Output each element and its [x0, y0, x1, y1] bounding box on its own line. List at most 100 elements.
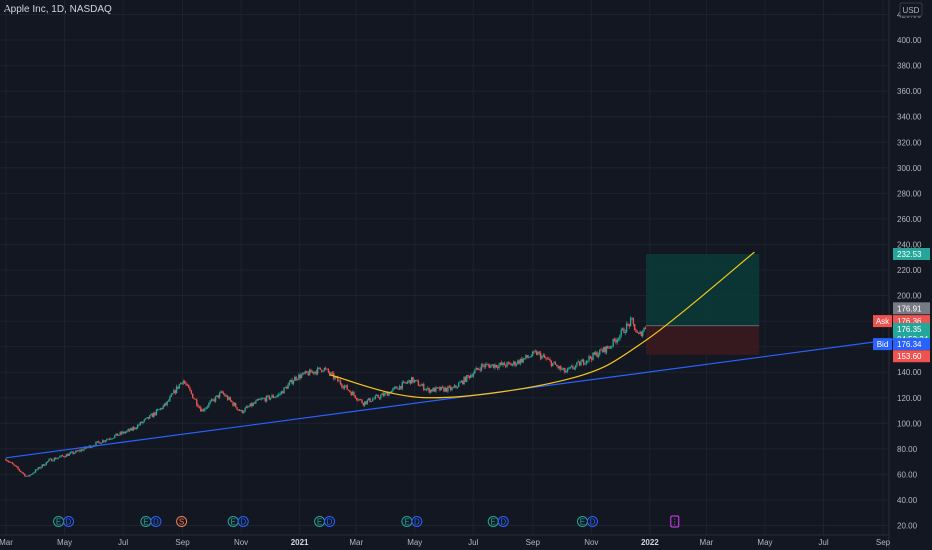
candle-body [162, 405, 164, 409]
candle-body [633, 323, 636, 331]
candle-body [115, 433, 117, 436]
candle-body [416, 380, 418, 382]
event-marker-d[interactable]: D [411, 516, 423, 527]
y-tick-label: 100.00 [897, 419, 922, 428]
candle-body [372, 399, 374, 402]
candle-body [505, 365, 507, 367]
candle-body [65, 454, 68, 457]
candle-body [406, 381, 409, 384]
candle-body [196, 399, 198, 406]
price-tag-4: Bid 176.34 [873, 338, 930, 351]
candle-body [187, 384, 190, 388]
y-tick-label: 120.00 [897, 394, 922, 403]
candle-body [561, 369, 563, 370]
x-tick-label: Sep [175, 538, 190, 547]
event-marker-d[interactable]: D [63, 516, 75, 527]
price-scale: 20.0040.0060.0080.00100.00120.00140.0016… [897, 11, 922, 531]
candle-body [300, 374, 303, 378]
candle-body [235, 403, 237, 408]
candle-body [249, 403, 252, 407]
candle-body [560, 366, 562, 370]
candle-body [119, 432, 121, 435]
candle-body [346, 385, 348, 390]
candle-body [421, 384, 424, 386]
event-marker-s[interactable]: S [176, 516, 188, 527]
candle-body [310, 369, 312, 373]
candle-body [496, 367, 499, 368]
candle-body [363, 401, 366, 406]
candle-body [243, 411, 245, 413]
event-marker-label: D [240, 518, 246, 527]
candle-body [33, 472, 35, 474]
candle-body [572, 366, 574, 369]
candle-body [60, 455, 62, 457]
candle-body [404, 381, 406, 383]
currency-badge[interactable]: USD [899, 2, 923, 17]
candle-body [97, 441, 100, 443]
candle-body [358, 399, 360, 401]
candle-body [605, 346, 608, 353]
candle-body [568, 368, 570, 370]
event-marker-e[interactable]: E [140, 516, 152, 527]
candle-body [429, 389, 432, 393]
candle-body [128, 429, 131, 431]
candle-body [210, 399, 213, 402]
candle-body [574, 365, 577, 369]
y-tick-label: 360.00 [897, 87, 922, 96]
drawn-lines [5, 251, 926, 459]
event-marker-d[interactable]: D [150, 516, 162, 527]
candle-body [256, 399, 258, 401]
price-tag-1: 176.91 [893, 302, 930, 315]
candle-body [171, 393, 174, 395]
candle-body [59, 456, 61, 458]
candle-body [151, 414, 154, 417]
candle-body [569, 366, 571, 369]
event-marker-d[interactable]: D [324, 516, 336, 527]
candle-body [400, 386, 402, 389]
candle-body [295, 377, 297, 380]
event-marker-d[interactable]: D [586, 516, 598, 527]
y-tick-label: 60.00 [897, 470, 918, 479]
candle-body [385, 392, 387, 394]
candle-body [136, 424, 139, 429]
event-marker-d[interactable]: D [237, 516, 249, 527]
event-marker-d[interactable]: D [497, 516, 509, 527]
event-marker-e[interactable]: E [401, 516, 413, 527]
candle-body [596, 352, 598, 357]
candle-body [482, 364, 484, 366]
candle-body [181, 382, 183, 384]
candle-body [16, 466, 18, 467]
event-marker-e[interactable]: E [53, 516, 65, 527]
candle-body [402, 381, 405, 383]
candle-body [24, 473, 26, 477]
candle-body [620, 329, 622, 336]
candle-body [76, 450, 78, 452]
x-tick-label: Nov [584, 538, 598, 547]
candle-body [267, 395, 269, 397]
event-marker-e[interactable]: ⋮ [670, 515, 680, 528]
candle-body [444, 387, 446, 392]
candle-body [135, 428, 138, 430]
candle-body [197, 405, 199, 408]
candle-body [386, 392, 389, 396]
candle-body [573, 368, 575, 370]
event-marker-e[interactable]: E [576, 516, 588, 527]
candle-body [153, 412, 155, 417]
profit-zone [645, 253, 760, 326]
candle-body [584, 363, 586, 365]
event-marker-e[interactable]: E [487, 516, 499, 527]
candle-body [32, 473, 34, 475]
candle-body [480, 364, 483, 371]
candle-body [265, 395, 268, 402]
event-marker-e[interactable]: E [227, 516, 239, 527]
candle-body [519, 358, 522, 364]
candle-body [49, 458, 52, 460]
candle-body [599, 349, 601, 355]
candle-body [492, 364, 495, 368]
candle-body [435, 387, 437, 392]
candle-body [139, 421, 142, 425]
event-marker-e[interactable]: E [314, 516, 326, 527]
candle-body [126, 430, 128, 432]
candle-body [155, 409, 158, 415]
